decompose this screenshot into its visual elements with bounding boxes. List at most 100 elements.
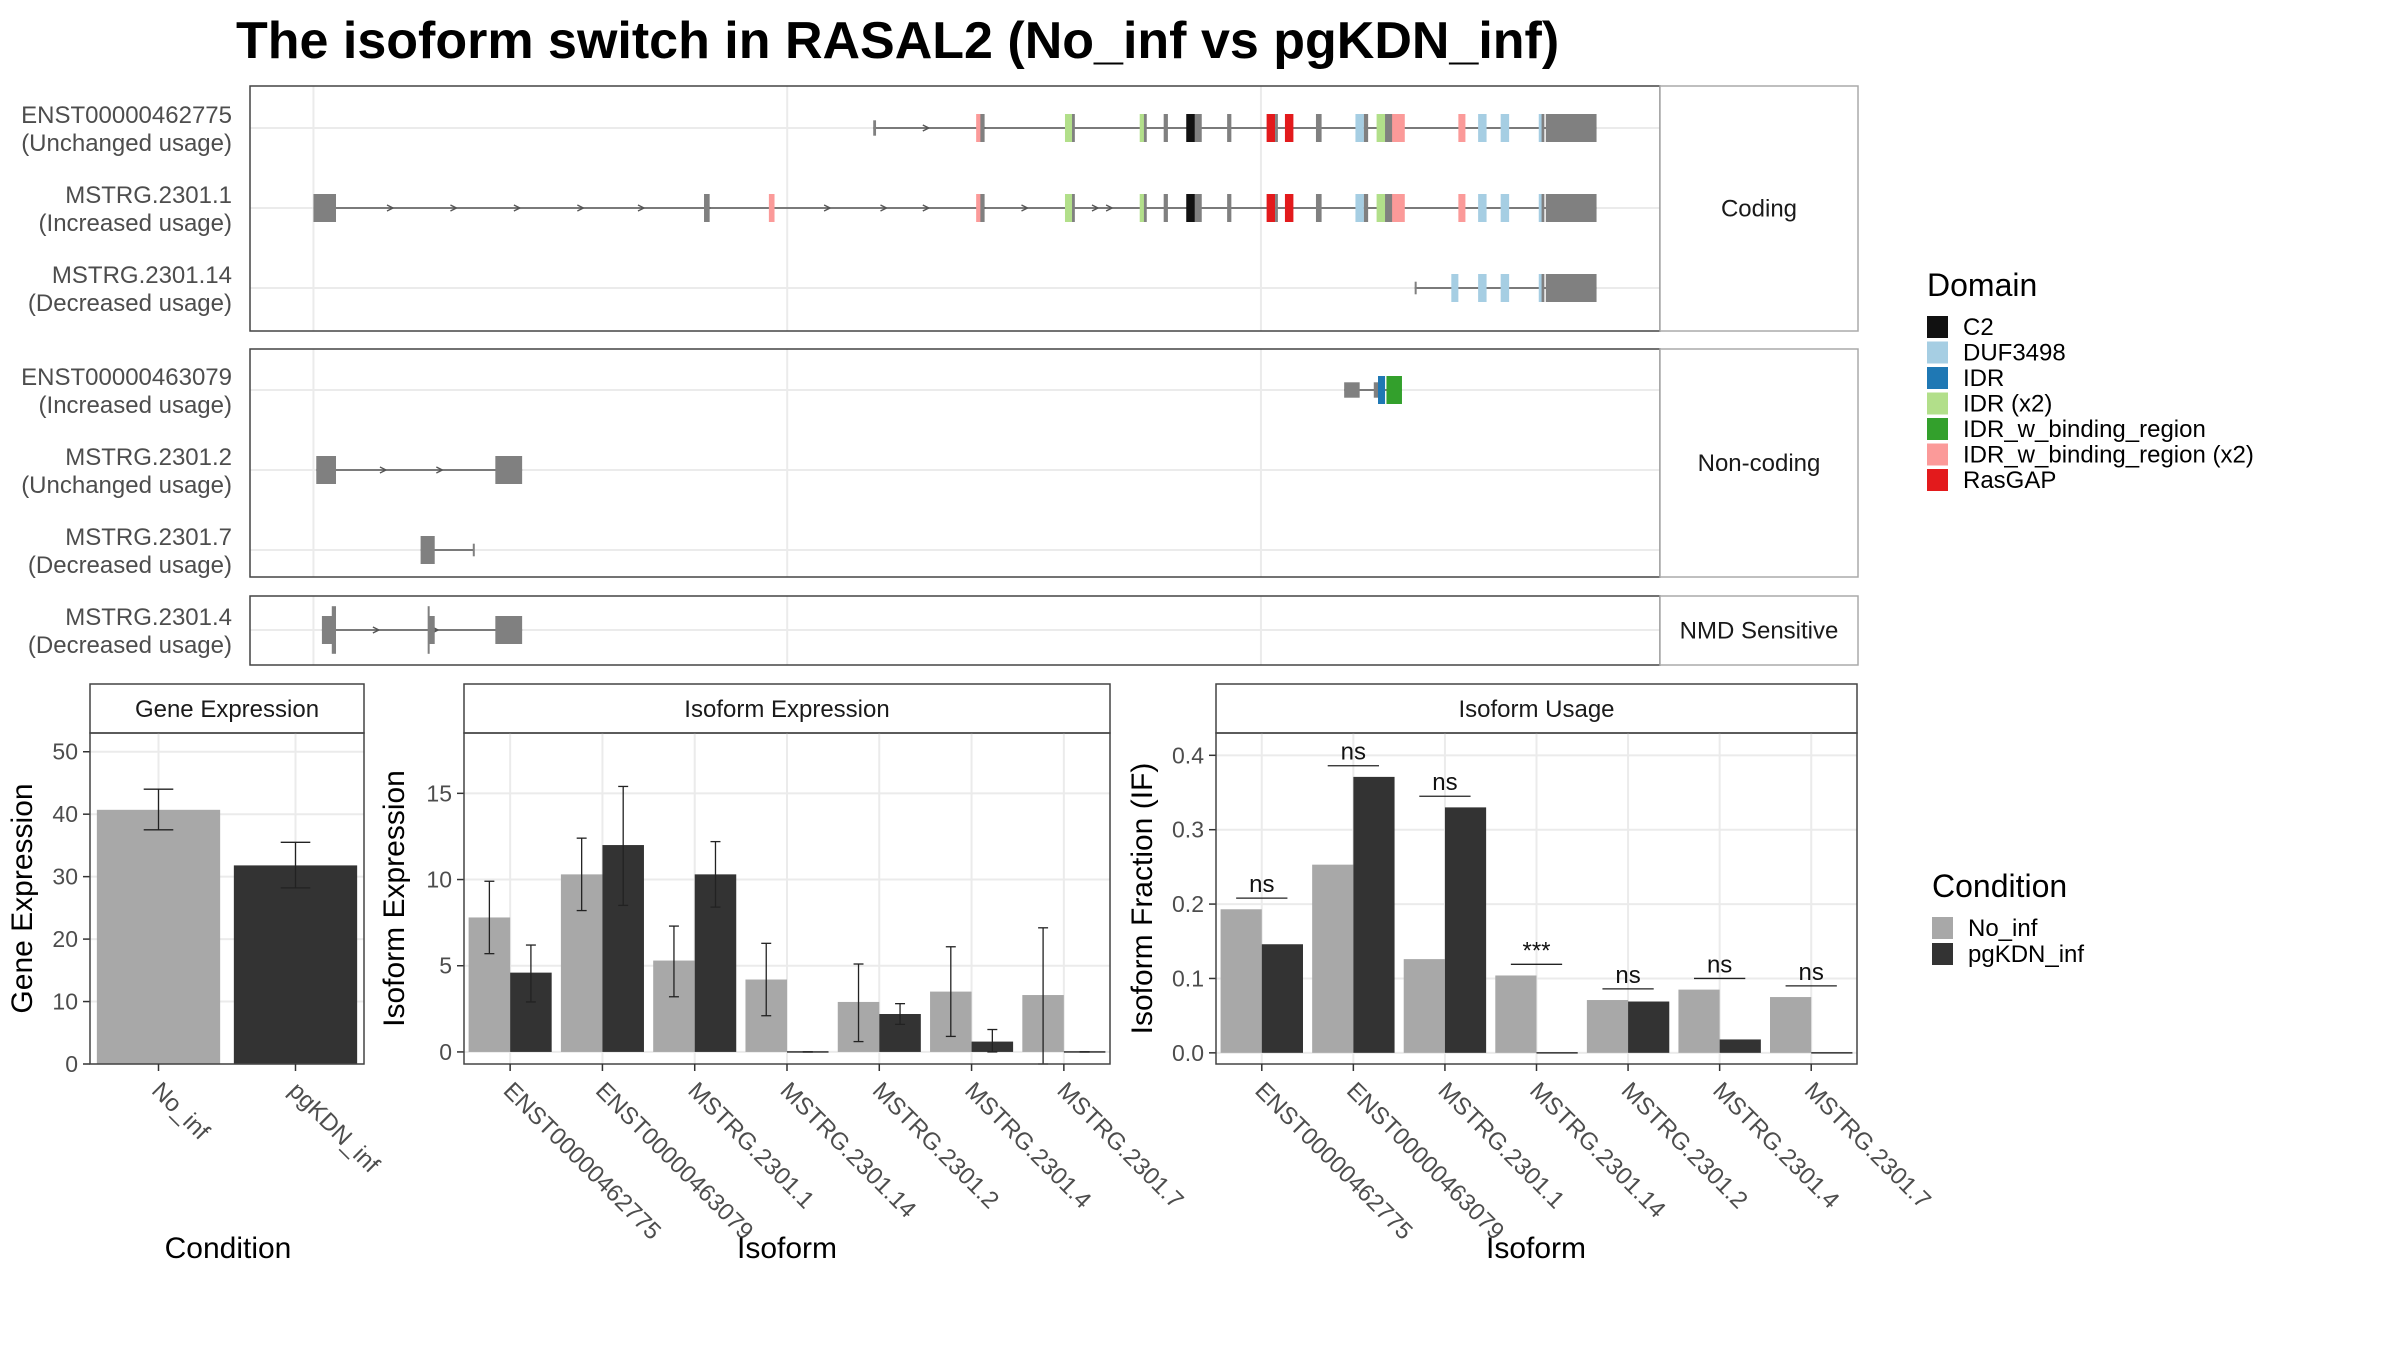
y-tick-label: 0.4 [1172, 742, 1204, 768]
condition-legend-swatch [1932, 917, 1953, 939]
domain-block-duf3498 [1538, 274, 1543, 302]
x-tick-label: pgKDN_inf [283, 1077, 384, 1178]
chart-strip [89, 683, 365, 734]
domain-legend-swatch [1927, 367, 1948, 389]
domain-block-duf3498 [1538, 114, 1543, 142]
domain-block-idr-x2 [1139, 114, 1146, 142]
domain-block-idr-w-binding-region-x2 [976, 114, 984, 142]
domain-block-idr-w-binding-region [1386, 376, 1402, 404]
bar-no_inf [1678, 989, 1720, 1053]
isoform-track: ENST00000462775(Unchanged usage) [21, 102, 1597, 157]
significance-label: ns [1432, 769, 1457, 796]
domain-legend-swatch [1927, 443, 1948, 466]
exon-block [1275, 194, 1278, 222]
isoform-id-label: MSTRG.2301.4 [65, 604, 232, 631]
facet-strip [1659, 348, 1859, 578]
isoform-id-label: MSTRG.2301.7 [65, 524, 232, 551]
y-tick-label: 50 [52, 739, 78, 765]
isoform-track: MSTRG.2301.7(Decreased usage) [28, 524, 475, 579]
exon-block [1227, 194, 1232, 222]
y-tick-label: 0.0 [1172, 1040, 1204, 1066]
bar-pgkdn_inf [1536, 1052, 1578, 1054]
exon-block [1385, 114, 1394, 142]
x-axis-title: Isoform [1486, 1232, 1586, 1265]
bar-pgkdn_inf [1628, 1001, 1670, 1053]
y-tick-label: 20 [52, 926, 78, 952]
domain-block-idr-w-binding-region-x2 [1458, 114, 1466, 142]
domain-legend-swatch [1927, 418, 1948, 440]
domain-block-duf3498 [1355, 114, 1364, 142]
domain-block-duf3498 [1478, 114, 1487, 142]
domain-block-idr-w-binding-region-x2 [1392, 114, 1405, 142]
y-tick-label: 0.1 [1172, 965, 1204, 991]
domain-legend-label: IDR (x2) [1963, 391, 2052, 418]
facet-strip-label: Non-coding [1698, 450, 1821, 477]
isoform-usage-label: (Decreased usage) [28, 552, 232, 579]
bar-no_inf [1312, 864, 1354, 1053]
chart-gene-expression: Gene Expression 0 10 20 30 40 50 No_inf pgKDN_in… [6, 683, 385, 1265]
exon-block [1363, 114, 1369, 142]
isoform-id-label: MSTRG.2301.14 [52, 262, 232, 289]
y-axis-title: Gene Expression [6, 783, 39, 1013]
direction-arrow [637, 204, 646, 212]
isoform-usage-label: (Decreased usage) [28, 632, 232, 659]
direction-arrow [436, 466, 444, 474]
exon-block [331, 194, 337, 222]
exon-block [1541, 194, 1545, 222]
domain-legend-title: Domain [1927, 267, 2037, 303]
exon-block [1194, 194, 1202, 222]
domain-block-duf3498 [1478, 194, 1487, 222]
isoform-usage-label: (Increased usage) [39, 392, 232, 419]
exon-block [1194, 114, 1202, 142]
isoform-track: ENST00000463079(Increased usage) [21, 364, 1402, 419]
domain-block-idr-x2 [1064, 194, 1074, 222]
domain-block-idr [1378, 376, 1386, 404]
exon-block [313, 194, 335, 222]
domain-block-idr-x2 [1064, 114, 1074, 142]
domain-legend-swatch [1927, 316, 1948, 338]
exon-block [1072, 194, 1075, 222]
exon-block [1163, 114, 1168, 142]
exon-block [1315, 194, 1322, 222]
isoform-track: MSTRG.2301.4(Decreased usage) [28, 604, 523, 659]
exon-block [1344, 382, 1360, 398]
domain-block-duf3498 [1500, 194, 1510, 222]
chart-strip-label: Isoform Usage [1458, 696, 1614, 723]
structure-panel-nmd-sensitive: NMD Sensitive MSTRG.2301.4(Decreased usag… [28, 595, 1859, 666]
exon-block [316, 456, 337, 484]
x-axis-title: Condition [165, 1232, 292, 1265]
isoform-usage-label: (Decreased usage) [28, 290, 232, 317]
exon-block [1143, 114, 1147, 142]
facet-strip [1659, 85, 1859, 332]
domain-block-duf3498 [1451, 274, 1459, 302]
domain-block-rasgap [1284, 194, 1294, 222]
condition-legend-title: Condition [1932, 868, 2067, 904]
direction-arrow [372, 626, 381, 634]
bar-pgkdn_inf [1261, 944, 1303, 1053]
exon-block [427, 606, 430, 654]
exon-block [1363, 194, 1369, 222]
y-tick-label: 0 [65, 1051, 78, 1077]
x-tick-label: ENST00000463079 [590, 1077, 758, 1245]
direction-arrow [379, 466, 388, 474]
structure-panel-border [249, 348, 1661, 578]
direction-arrow [922, 124, 931, 132]
y-tick-label: 10 [426, 867, 452, 893]
domain-block-idr-w-binding-region-x2 [1392, 194, 1405, 222]
domain-block-idr-w-binding-region-x2 [1458, 194, 1466, 222]
domain-legend-swatch [1927, 341, 1948, 364]
facet-strip-label: NMD Sensitive [1680, 618, 1839, 645]
condition-legend-label: pgKDN_inf [1968, 941, 2084, 968]
isoform-track: MSTRG.2301.1(Increased usage) [39, 182, 1597, 237]
y-tick-label: 10 [52, 989, 78, 1015]
direction-arrow [450, 204, 459, 212]
bar-pgkdn_inf [1719, 1039, 1761, 1053]
bar-pgkdn_inf [1444, 807, 1487, 1053]
exon-block [1143, 194, 1147, 222]
exon-block [1414, 281, 1417, 295]
exon-block [1541, 274, 1545, 302]
exon-block [980, 194, 985, 222]
chart-strip-label: Isoform Expression [684, 696, 889, 723]
